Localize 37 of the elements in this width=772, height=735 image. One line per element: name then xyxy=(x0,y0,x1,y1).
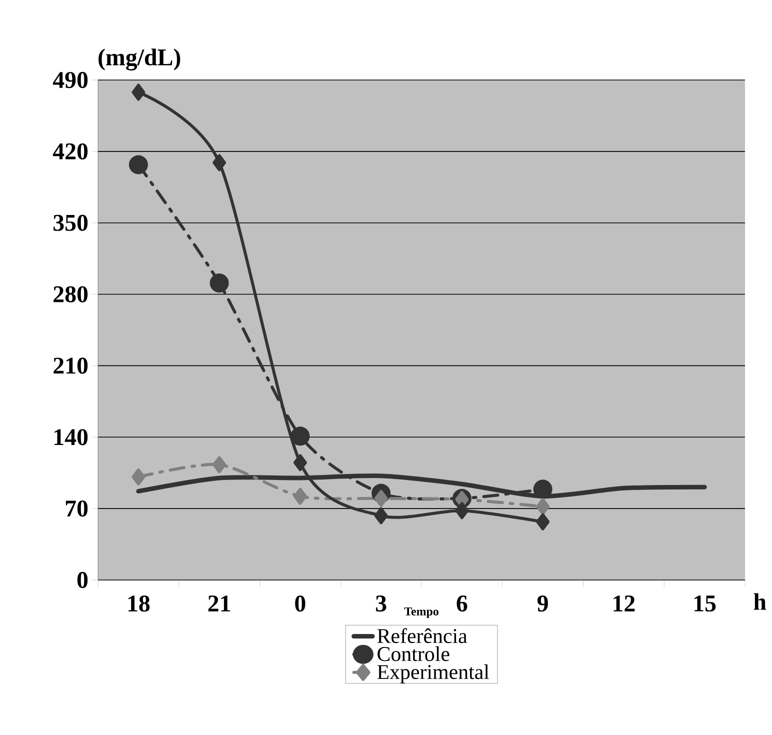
point xyxy=(290,426,310,446)
x-tick-label: 12 xyxy=(614,596,635,612)
point xyxy=(132,468,146,486)
x-tick-label: 15 xyxy=(694,596,716,612)
x-tick-label: 3 xyxy=(376,596,386,612)
x-tick-label: 18 xyxy=(128,596,150,612)
x-tick-label: 9 xyxy=(538,596,548,612)
point xyxy=(293,488,307,505)
point xyxy=(374,507,388,524)
y-tick-label: 210 xyxy=(54,358,88,374)
y-tick-label: 280 xyxy=(54,286,88,302)
x-tick-label: 0 xyxy=(295,596,306,612)
point xyxy=(536,498,550,516)
point xyxy=(293,454,307,472)
y-tick-label: 420 xyxy=(52,143,88,160)
point xyxy=(212,154,226,172)
text: h xyxy=(754,593,766,610)
point xyxy=(212,456,226,474)
y-tick-label: 350 xyxy=(54,214,88,231)
y-tick-label: 490 xyxy=(52,72,88,88)
legend-label: Controle xyxy=(378,646,450,662)
legend-label: Referência xyxy=(377,628,468,644)
x-axis-title: Tempo xyxy=(404,608,438,618)
y-tick-label: 140 xyxy=(54,429,88,446)
point xyxy=(455,502,469,520)
point xyxy=(128,155,148,174)
point xyxy=(533,480,552,499)
x-tick-label: 6 xyxy=(456,596,468,612)
point xyxy=(132,84,146,101)
y-tick-label: 0 xyxy=(77,572,88,588)
point xyxy=(374,490,388,507)
x-tick-label: 21 xyxy=(208,596,230,612)
point xyxy=(536,513,550,530)
legend-label: Experimental xyxy=(377,664,490,684)
y-axis-title: (mg/dL) xyxy=(98,48,180,70)
point xyxy=(210,274,229,293)
y-tick-label: 70 xyxy=(66,500,88,517)
